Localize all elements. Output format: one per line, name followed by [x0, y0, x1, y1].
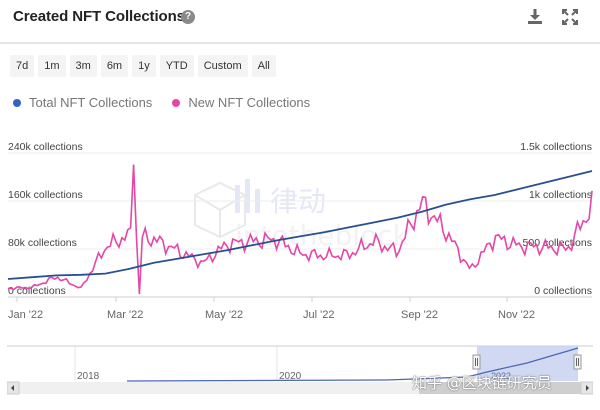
nav-year-2022: 2022 — [491, 371, 511, 381]
legend-dot-icon — [172, 98, 181, 107]
range-ytd-button[interactable]: YTD — [159, 55, 194, 77]
question-circle-icon[interactable]: ? — [181, 10, 195, 24]
x-tick-label: Sep '22 — [401, 309, 438, 321]
navigator-svg: 2018 2020 2022 — [6, 345, 594, 395]
range-1m-button[interactable]: 1m — [38, 55, 66, 77]
range-custom-button[interactable]: Custom — [197, 55, 248, 77]
x-tick-label: Mar '22 — [107, 309, 143, 321]
fullscreen-icon — [562, 9, 578, 25]
x-tick-label: May '22 — [205, 309, 243, 321]
legend-item-new[interactable]: New NFT Collections — [172, 95, 310, 110]
nav-year-2018: 2018 — [77, 371, 100, 382]
range-selector: 7d 1m 3m 6m 1y YTD Custom All — [10, 55, 276, 77]
y-left-tick-label: 160k collections — [8, 189, 83, 201]
download-icon — [528, 9, 542, 24]
legend-label: Total NFT Collections — [29, 95, 153, 110]
fullscreen-button[interactable] — [561, 8, 579, 26]
range-7d-button[interactable]: 7d — [10, 55, 35, 77]
nav-year-2020: 2020 — [279, 371, 302, 382]
chart-header: Created NFT Collections ? — [0, 0, 600, 44]
y-right-tick-label: 1.5k collections — [520, 141, 592, 153]
y-right-tick-label: 500 collections — [523, 237, 592, 249]
series-new-nft-collections[interactable] — [8, 164, 593, 295]
navigator-left-handle[interactable] — [472, 354, 481, 370]
download-button[interactable] — [526, 8, 544, 26]
legend-label: New NFT Collections — [188, 95, 311, 110]
legend-dot-icon — [13, 98, 21, 107]
caret-right-icon — [586, 385, 589, 391]
y-right-tick-label: 0 collections — [534, 285, 592, 297]
range-3m-button[interactable]: 3m — [69, 55, 97, 77]
x-tick-label: Nov '22 — [498, 309, 535, 321]
y-left-tick-label: 240k collections — [8, 141, 83, 153]
chart-title: Created NFT Collections — [13, 8, 185, 25]
y-right-tick-label: 1k collections — [529, 189, 592, 201]
navigator-right-handle[interactable] — [573, 354, 582, 370]
navigator[interactable]: 2018 2020 2022 — [6, 345, 594, 395]
y-left-tick-label: 80k collections — [8, 237, 77, 249]
chart-legend: Total NFT Collections New NFT Collection… — [13, 95, 310, 110]
navigator-scrollbar-thumb[interactable] — [419, 382, 581, 394]
x-tick-label: Jul '22 — [303, 309, 334, 321]
legend-item-total[interactable]: Total NFT Collections — [13, 95, 152, 110]
range-6m-button[interactable]: 6m — [100, 55, 129, 77]
navigator-selection[interactable] — [477, 346, 578, 381]
range-all-button[interactable]: All — [251, 55, 276, 77]
x-tick-label: Jan '22 — [8, 309, 43, 321]
range-1y-button[interactable]: 1y — [132, 55, 156, 77]
caret-left-icon — [11, 385, 14, 391]
series-total-nft-collections[interactable] — [7, 170, 593, 280]
